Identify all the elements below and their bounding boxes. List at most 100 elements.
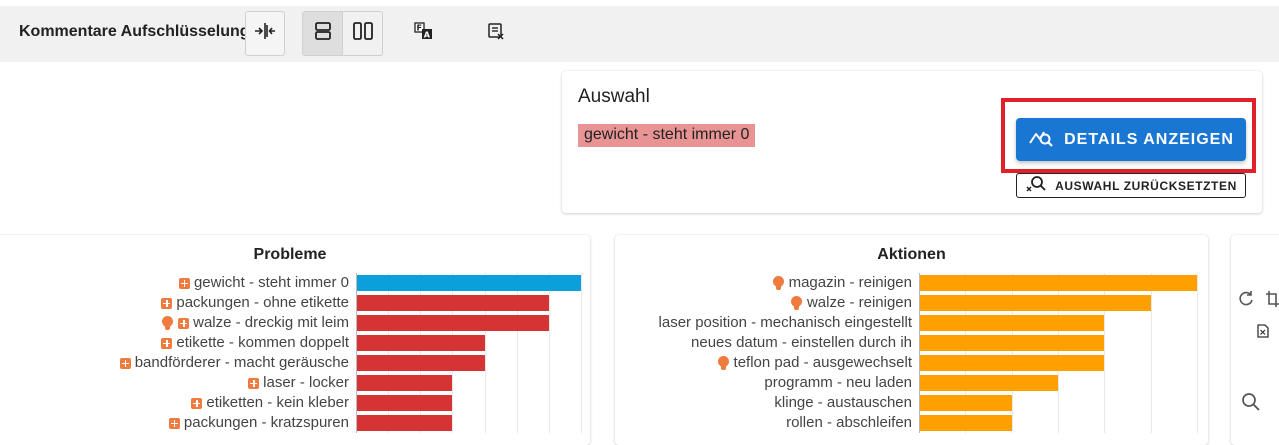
category-label-text: neues datum - einstellen durch ih: [691, 334, 912, 351]
category-label-text: magazin - reinigen: [788, 274, 912, 291]
category-label[interactable]: walze - dreckig mit leim: [162, 313, 349, 333]
bar-row[interactable]: laser - locker: [0, 373, 581, 393]
chart-search-icon: [1028, 126, 1054, 153]
bar-row[interactable]: klinge - austauschen: [615, 393, 1197, 413]
category-label[interactable]: packungen - kratzspuren: [168, 413, 349, 433]
bar[interactable]: [357, 355, 485, 371]
category-label[interactable]: teflon pad - ausgewechselt: [717, 353, 912, 373]
category-label-text: packungen - ohne etikette: [176, 294, 349, 311]
gridline: [452, 273, 454, 433]
bar-row[interactable]: packungen - kratzspuren: [0, 413, 581, 433]
category-label[interactable]: programm - neu laden: [764, 373, 912, 393]
bar-row[interactable]: rollen - abschleifen: [615, 413, 1197, 433]
bar[interactable]: [920, 415, 1012, 431]
bar-row[interactable]: walze - dreckig mit leim: [0, 313, 581, 333]
bar[interactable]: [920, 335, 1105, 351]
bar[interactable]: [920, 355, 1105, 371]
bar[interactable]: [357, 375, 453, 391]
category-label-text: klinge - austauschen: [774, 394, 912, 411]
reset-button-label: AUSWAHL ZURÜCKSETZTEN: [1055, 178, 1237, 193]
refresh-icon[interactable]: [1237, 290, 1255, 313]
bar[interactable]: [920, 275, 1197, 291]
bar-selected[interactable]: [357, 275, 581, 291]
selection-title: Auswahl: [578, 86, 650, 107]
clear-filter-button[interactable]: [476, 11, 516, 56]
problems-chart-plot: gewicht - steht immer 0 packungen - ohne …: [0, 273, 590, 445]
bar[interactable]: [920, 375, 1058, 391]
category-label[interactable]: walze - reinigen: [790, 293, 912, 313]
tools-card: [1231, 235, 1279, 445]
category-label-text: laser - locker: [263, 374, 349, 391]
gridline: [516, 273, 518, 433]
bar-row[interactable]: bandförderer - macht geräusche: [0, 353, 581, 373]
plus-icon: [119, 357, 131, 369]
gridline: [1011, 273, 1013, 433]
bar[interactable]: [357, 295, 549, 311]
stacked-layout-icon: [314, 21, 332, 46]
plus-icon: [191, 397, 203, 409]
category-label-text: walze - reinigen: [806, 294, 912, 311]
gridline: [356, 273, 357, 433]
category-label-text: rollen - abschleifen: [786, 414, 912, 431]
gridline: [420, 273, 422, 433]
gridline: [484, 273, 486, 433]
zoom-icon[interactable]: [1241, 392, 1261, 417]
category-label[interactable]: neues datum - einstellen durch ih: [691, 333, 912, 353]
bar[interactable]: [357, 335, 485, 351]
gridline: [1104, 273, 1106, 433]
category-label-text: etiketten - kein kleber: [206, 394, 349, 411]
reset-selection-button[interactable]: AUSWAHL ZURÜCKSETZTEN: [1016, 173, 1246, 198]
bar-row[interactable]: neues datum - einstellen durch ih: [615, 333, 1197, 353]
bar-row[interactable]: walze - reinigen: [615, 293, 1197, 313]
category-label[interactable]: bandförderer - macht geräusche: [119, 353, 349, 373]
export-file-icon[interactable]: [1257, 324, 1269, 343]
category-label[interactable]: magazin - reinigen: [772, 273, 912, 293]
category-label-text: walze - dreckig mit leim: [193, 314, 349, 331]
search-off-icon: [1025, 175, 1047, 196]
category-label[interactable]: etiketten - kein kleber: [191, 393, 349, 413]
gridline: [581, 273, 582, 433]
bar-row[interactable]: laser position - mechanisch eingestellt: [615, 313, 1197, 333]
category-label[interactable]: etikette - kommen doppelt: [161, 333, 349, 353]
plus-icon: [248, 377, 260, 389]
bar[interactable]: [357, 395, 453, 411]
gridline: [1058, 273, 1059, 433]
bar[interactable]: [920, 295, 1151, 311]
problems-chart-title: Probleme: [253, 246, 327, 263]
category-label[interactable]: laser - locker: [248, 373, 349, 393]
bar-row[interactable]: packungen - ohne etikette: [0, 293, 581, 313]
collapse-button[interactable]: [245, 11, 285, 56]
details-button[interactable]: DETAILS ANZEIGEN: [1016, 118, 1246, 161]
bar-row[interactable]: etikette - kommen doppelt: [0, 333, 581, 353]
bar[interactable]: [357, 315, 549, 331]
gridline: [1150, 273, 1152, 433]
crop-icon[interactable]: [1265, 290, 1279, 313]
category-label[interactable]: laser position - mechanisch eingestellt: [659, 313, 912, 333]
layout-stacked-button[interactable]: [303, 12, 343, 55]
bar[interactable]: [920, 395, 1012, 411]
gridline: [965, 273, 967, 433]
category-label[interactable]: packungen - ohne etikette: [161, 293, 349, 313]
bar-row[interactable]: programm - neu laden: [615, 373, 1197, 393]
bar-row[interactable]: gewicht - steht immer 0: [0, 273, 581, 293]
category-label[interactable]: rollen - abschleifen: [786, 413, 912, 433]
problems-chart-card: Probleme gewicht - steht immer 0 packunge…: [0, 235, 590, 445]
plus-icon: [178, 317, 190, 329]
collapse-icon: [253, 21, 277, 46]
bar-row[interactable]: magazin - reinigen: [615, 273, 1197, 293]
bar[interactable]: [357, 415, 453, 431]
actions-chart-card: Aktionen magazin - reinigen walze - reini…: [615, 235, 1208, 445]
category-label-text: laser position - mechanisch eingestellt: [658, 314, 912, 331]
bar-row[interactable]: teflon pad - ausgewechselt: [615, 353, 1197, 373]
category-label[interactable]: gewicht - steht immer 0: [178, 273, 349, 293]
bar-row[interactable]: etiketten - kein kleber: [0, 393, 581, 413]
category-label-text: gewicht - steht immer 0: [193, 274, 349, 291]
bulb-icon: [772, 276, 785, 290]
bar[interactable]: [920, 315, 1105, 331]
selection-chip[interactable]: gewicht - steht immer 0: [578, 124, 756, 147]
layout-side-by-side-button[interactable]: [343, 12, 382, 55]
gridline: [1197, 273, 1198, 433]
category-label[interactable]: klinge - austauschen: [774, 393, 912, 413]
